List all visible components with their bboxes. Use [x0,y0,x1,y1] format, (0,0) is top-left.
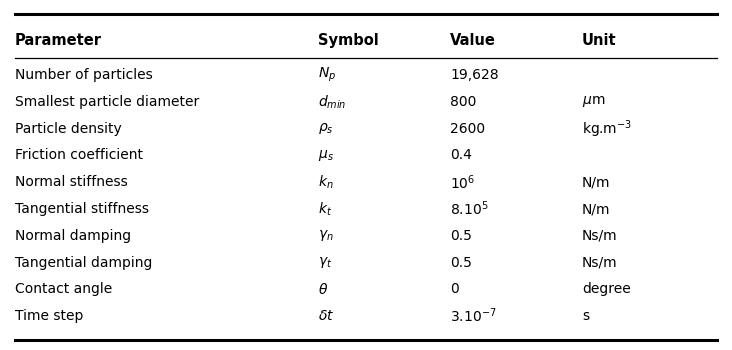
Text: Ns/m: Ns/m [582,229,618,243]
Text: Contact angle: Contact angle [15,282,112,296]
Text: 0.5: 0.5 [450,256,472,270]
Text: kg.m$^{-3}$: kg.m$^{-3}$ [582,118,632,140]
Text: $\rho_{s}$: $\rho_{s}$ [318,121,334,136]
Text: Tangential damping: Tangential damping [15,256,152,270]
Text: $k_{t}$: $k_{t}$ [318,200,332,218]
Text: Friction coefficient: Friction coefficient [15,148,143,162]
Text: Tangential stiffness: Tangential stiffness [15,202,149,216]
Text: $\mu$m: $\mu$m [582,94,605,110]
Text: Unit: Unit [582,33,616,48]
Text: degree: degree [582,282,631,296]
Text: $d_{min}$: $d_{min}$ [318,93,347,111]
Text: Smallest particle diameter: Smallest particle diameter [15,95,199,109]
Text: Value: Value [450,33,496,48]
Text: Normal damping: Normal damping [15,229,131,243]
Text: $8.10^{5}$: $8.10^{5}$ [450,200,489,218]
Text: $\gamma_{n}$: $\gamma_{n}$ [318,228,334,243]
Text: s: s [582,309,589,323]
Text: Ns/m: Ns/m [582,256,618,270]
Text: Normal stiffness: Normal stiffness [15,175,127,189]
Text: $k_{n}$: $k_{n}$ [318,174,334,191]
Text: $\mu_{s}$: $\mu_{s}$ [318,148,335,163]
Text: $\theta$: $\theta$ [318,282,329,297]
Text: Number of particles: Number of particles [15,68,152,82]
Text: $10^{6}$: $10^{6}$ [450,173,476,191]
Text: $3.10^{-7}$: $3.10^{-7}$ [450,307,497,326]
Text: Symbol: Symbol [318,33,379,48]
Text: $\delta t$: $\delta t$ [318,309,335,323]
Text: 19,628: 19,628 [450,68,498,82]
Text: 0: 0 [450,282,459,296]
Text: N/m: N/m [582,175,610,189]
Text: Time step: Time step [15,309,83,323]
Text: $\gamma_{t}$: $\gamma_{t}$ [318,255,333,270]
Text: 0.5: 0.5 [450,229,472,243]
Text: 2600: 2600 [450,122,485,136]
Text: 800: 800 [450,95,477,109]
Text: 0.4: 0.4 [450,148,472,162]
Text: N/m: N/m [582,202,610,216]
Text: $N_{p}$: $N_{p}$ [318,66,337,84]
Text: Parameter: Parameter [15,33,102,48]
Text: Particle density: Particle density [15,122,122,136]
